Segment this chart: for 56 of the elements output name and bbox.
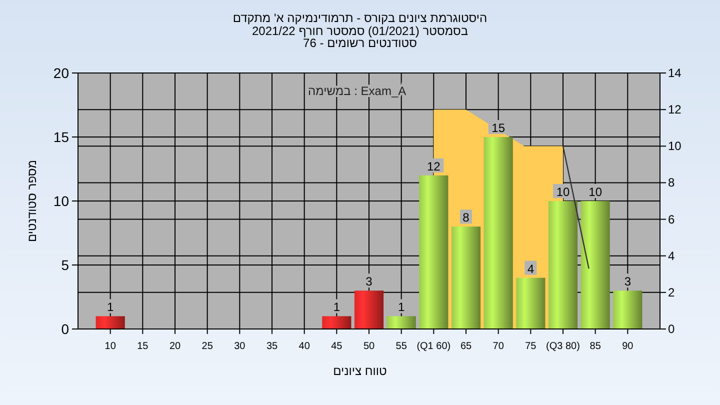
y2-tick-label: 6 (668, 212, 675, 226)
data-label: 15 (492, 121, 506, 135)
data-label: 8 (462, 210, 470, 225)
bar (451, 226, 481, 329)
x-tick-label: 20 (169, 341, 181, 352)
bar (516, 278, 546, 329)
x-tick-label: 45 (331, 341, 343, 352)
y-tick-label: 20 (53, 65, 70, 81)
bar (484, 137, 513, 329)
x-tick-label: 55 (396, 341, 408, 352)
x-tick-label: 85 (590, 341, 602, 352)
x-tick-label: 35 (266, 341, 278, 352)
data-label: 1 (398, 300, 405, 314)
x-tick-label: 90 (622, 341, 634, 352)
y2-tick-label: 4 (668, 248, 675, 263)
y2-tick-label: 2 (668, 285, 675, 300)
x-tick-label: (Q1 60) (416, 341, 451, 352)
x-tick-label: 50 (363, 341, 375, 352)
y-tick-label: 5 (61, 257, 70, 273)
x-tick-label: 15 (137, 341, 149, 352)
x-tick-label: (Q3 80) (546, 341, 580, 352)
x-tick-label: 65 (460, 341, 472, 352)
x-tick-label: 75 (525, 341, 537, 352)
y-tick-label: 0 (61, 321, 70, 337)
y-tick-label: 10 (53, 193, 70, 209)
y2-tick-label: 14 (668, 66, 682, 80)
bar (322, 316, 352, 329)
x-axis-title: טווח ציונים (333, 364, 388, 378)
x-tick-label: 40 (298, 341, 310, 352)
y2-tick-label: 8 (668, 176, 675, 190)
x-tick-label: 25 (202, 341, 214, 352)
y-tick-label: 15 (53, 129, 70, 145)
data-label: 3 (366, 274, 373, 289)
chart-title: היסטוגרמת ציונים בקורס - תרמודינמיקה א' מתקדם (232, 11, 488, 25)
y2-tick-label: 10 (668, 139, 682, 154)
x-tick-label: 10 (104, 341, 116, 352)
data-label: 1 (333, 300, 340, 314)
data-label: 4 (527, 262, 534, 276)
data-label: 10 (588, 185, 602, 199)
x-tick-label: 30 (234, 341, 246, 352)
y2-tick-label: 0 (668, 322, 675, 336)
y-axis-title: מספר סטודנטים (25, 160, 39, 242)
bar (419, 175, 448, 329)
data-label: 1 (106, 300, 114, 314)
y2-tick-label: 12 (668, 102, 682, 117)
bar (354, 290, 384, 329)
bar (548, 201, 578, 329)
data-label: 3 (624, 274, 632, 289)
chart-subtitle: בסמסטר (01/2021) סמסטר חורף 2021/22 סטודנטים רשומים - 76 (252, 24, 468, 50)
data-label: 12 (426, 159, 441, 174)
bar (96, 316, 125, 329)
data-label: 10 (556, 185, 570, 199)
bar (613, 290, 642, 329)
x-tick-label: 70 (492, 341, 504, 352)
bar (580, 201, 610, 329)
bar (386, 316, 416, 329)
